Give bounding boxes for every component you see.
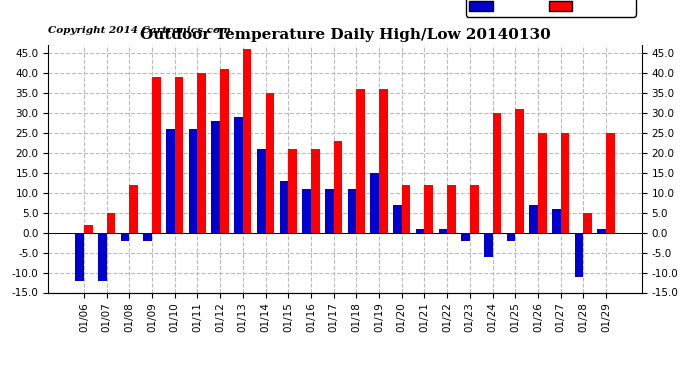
Bar bbox=[424, 185, 433, 232]
Bar bbox=[379, 89, 388, 232]
Bar bbox=[302, 189, 311, 232]
Bar bbox=[279, 181, 288, 232]
Bar bbox=[506, 232, 515, 241]
Bar bbox=[197, 73, 206, 232]
Bar bbox=[484, 232, 493, 256]
Bar bbox=[584, 213, 592, 232]
Bar bbox=[189, 129, 197, 232]
Bar bbox=[234, 117, 243, 232]
Bar bbox=[75, 232, 84, 280]
Bar bbox=[575, 232, 584, 276]
Bar bbox=[288, 149, 297, 232]
Bar bbox=[393, 205, 402, 232]
Bar bbox=[402, 185, 411, 232]
Title: Outdoor Temperature Daily High/Low 20140130: Outdoor Temperature Daily High/Low 20140… bbox=[139, 28, 551, 42]
Bar bbox=[175, 77, 184, 232]
Bar bbox=[311, 149, 319, 232]
Bar bbox=[461, 232, 470, 241]
Bar bbox=[144, 232, 152, 241]
Legend: Low  (°F), High  (°F): Low (°F), High (°F) bbox=[466, 0, 635, 16]
Bar bbox=[447, 185, 456, 232]
Bar bbox=[348, 189, 356, 232]
Bar bbox=[356, 89, 365, 232]
Bar bbox=[166, 129, 175, 232]
Bar bbox=[106, 213, 115, 232]
Bar bbox=[334, 141, 342, 232]
Bar bbox=[493, 113, 501, 232]
Bar bbox=[439, 229, 447, 232]
Bar bbox=[266, 93, 274, 232]
Bar bbox=[257, 149, 266, 232]
Text: Copyright 2014 Cartronics.com: Copyright 2014 Cartronics.com bbox=[48, 26, 231, 35]
Bar bbox=[84, 225, 92, 232]
Bar bbox=[121, 232, 129, 241]
Bar bbox=[529, 205, 538, 232]
Bar bbox=[561, 133, 569, 232]
Bar bbox=[220, 69, 229, 232]
Bar bbox=[371, 173, 379, 232]
Bar bbox=[98, 232, 106, 280]
Bar bbox=[606, 133, 615, 232]
Bar bbox=[325, 189, 334, 232]
Bar bbox=[152, 77, 161, 232]
Bar bbox=[212, 121, 220, 232]
Bar bbox=[598, 229, 606, 232]
Bar bbox=[470, 185, 478, 232]
Bar bbox=[552, 209, 561, 232]
Bar bbox=[129, 185, 138, 232]
Bar bbox=[243, 49, 251, 232]
Bar bbox=[538, 133, 546, 232]
Bar bbox=[515, 109, 524, 232]
Bar bbox=[416, 229, 424, 232]
